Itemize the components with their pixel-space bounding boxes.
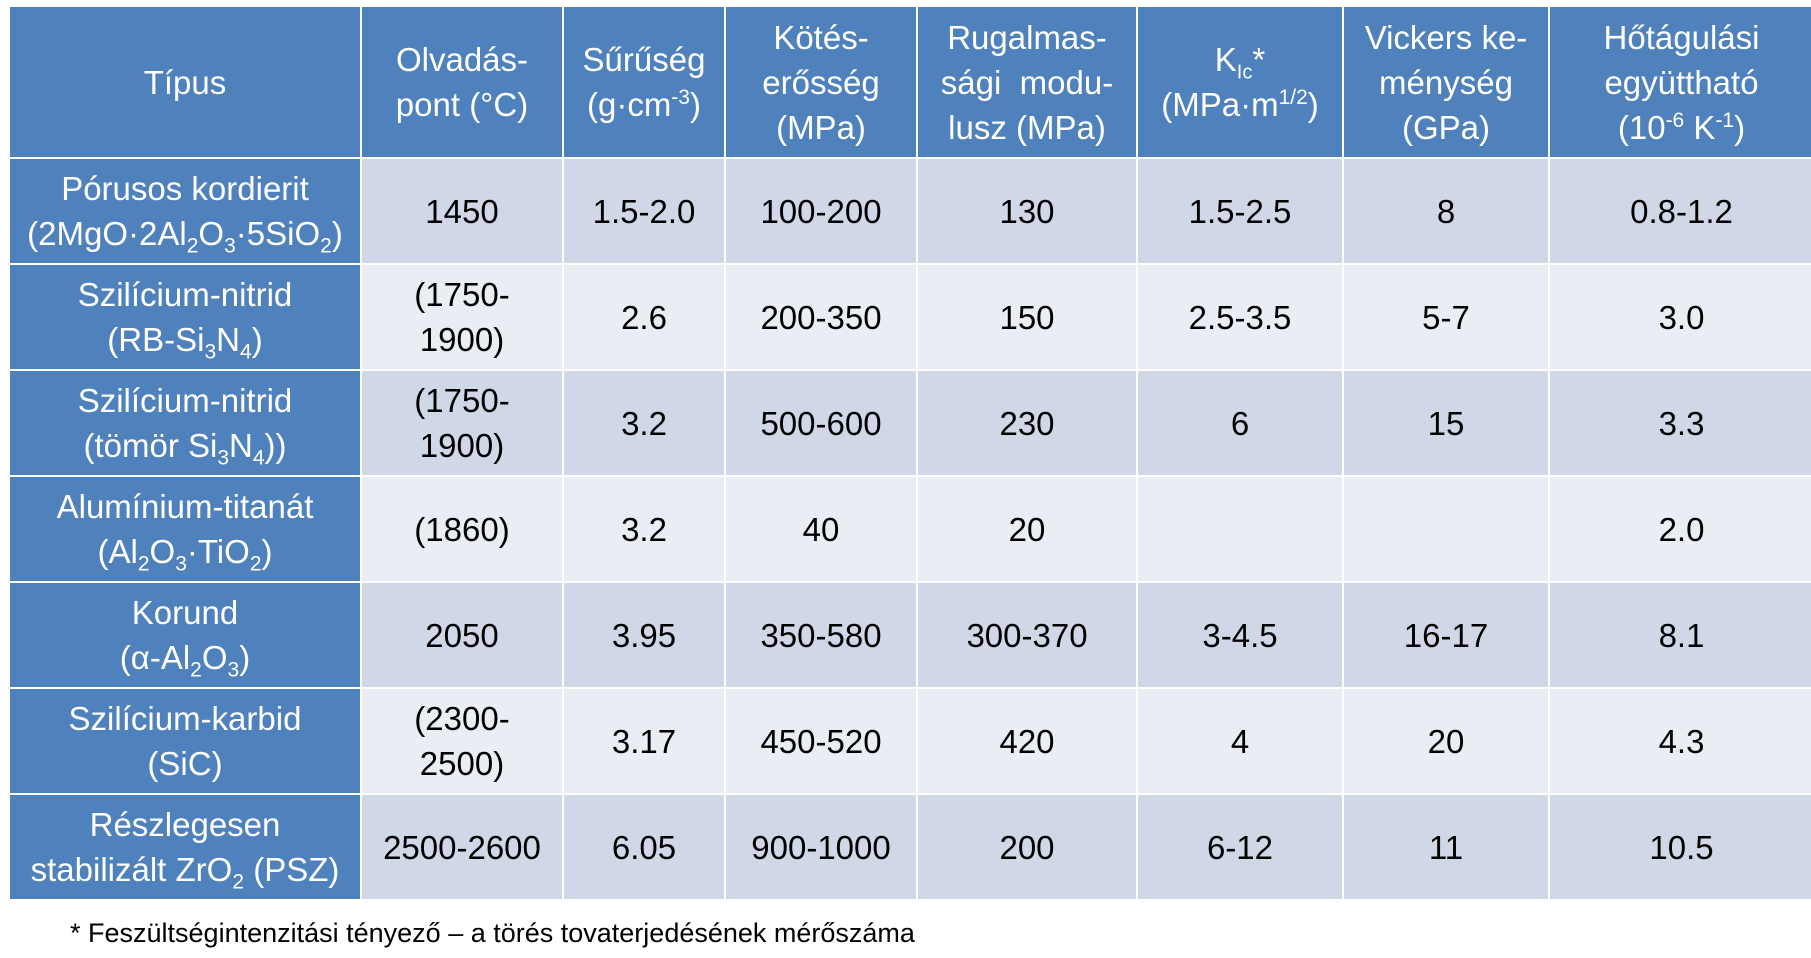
row-type-cell: Szilícium-karbid (SiC) [10, 689, 360, 793]
elastic-modulus-cell: 150 [918, 265, 1136, 369]
row-type-cell: Részlegesen stabilizált ZrO2 (PSZ) [10, 795, 360, 899]
bond-strength-cell: 40 [726, 477, 916, 581]
header-elastic-modulus: Rugalmas- sági modu- lusz (MPa) [918, 7, 1136, 157]
vickers-hardness-cell [1344, 477, 1548, 581]
vickers-hardness-cell: 5-7 [1344, 265, 1548, 369]
row-type-cell: Szilícium-nitrid (RB-Si3N4) [10, 265, 360, 369]
bond-strength-cell: 900-1000 [726, 795, 916, 899]
thermal-expansion-cell: 4.3 [1550, 689, 1811, 793]
bond-strength-cell: 100-200 [726, 159, 916, 263]
bond-strength-cell: 450-520 [726, 689, 916, 793]
melting-point-cell: (2300- 2500) [362, 689, 562, 793]
density-cell: 6.05 [564, 795, 724, 899]
table-row: Szilícium-karbid (SiC) (2300- 2500) 3.17… [10, 689, 1811, 793]
melting-point-cell: 1450 [362, 159, 562, 263]
table-row: Részlegesen stabilizált ZrO2 (PSZ) 2500-… [10, 795, 1811, 899]
density-cell: 3.17 [564, 689, 724, 793]
thermal-expansion-cell: 10.5 [1550, 795, 1811, 899]
elastic-modulus-cell: 300-370 [918, 583, 1136, 687]
table-row: Szilícium-nitrid (RB-Si3N4) (1750- 1900)… [10, 265, 1811, 369]
density-cell: 3.2 [564, 371, 724, 475]
vickers-hardness-cell: 8 [1344, 159, 1548, 263]
header-fracture-toughness: KIc* (MPa·m1/2) [1138, 7, 1342, 157]
thermal-expansion-cell: 0.8-1.2 [1550, 159, 1811, 263]
melting-point-cell: 2500-2600 [362, 795, 562, 899]
fracture-toughness-cell [1138, 477, 1342, 581]
melting-point-cell: 2050 [362, 583, 562, 687]
thermal-expansion-cell: 8.1 [1550, 583, 1811, 687]
table-row: Alumínium-titanát (Al2O3·TiO2) (1860) 3.… [10, 477, 1811, 581]
elastic-modulus-cell: 420 [918, 689, 1136, 793]
thermal-expansion-cell: 3.0 [1550, 265, 1811, 369]
bond-strength-cell: 200-350 [726, 265, 916, 369]
elastic-modulus-cell: 230 [918, 371, 1136, 475]
header-thermal-expansion: Hőtágulási együttható (10-6 K-1) [1550, 7, 1811, 157]
fracture-toughness-cell: 3-4.5 [1138, 583, 1342, 687]
elastic-modulus-cell: 200 [918, 795, 1136, 899]
elastic-modulus-cell: 130 [918, 159, 1136, 263]
bond-strength-cell: 500-600 [726, 371, 916, 475]
header-bond-strength: Kötés- erősség (MPa) [726, 7, 916, 157]
header-density: Sűrűség (g·cm-3) [564, 7, 724, 157]
thermal-expansion-cell: 3.3 [1550, 371, 1811, 475]
fracture-toughness-cell: 1.5-2.5 [1138, 159, 1342, 263]
vickers-hardness-cell: 16-17 [1344, 583, 1548, 687]
table-row: Korund (α-Al2O3) 2050 3.95 350-580 300-3… [10, 583, 1811, 687]
fracture-toughness-cell: 6-12 [1138, 795, 1342, 899]
fracture-toughness-cell: 6 [1138, 371, 1342, 475]
fracture-toughness-cell: 4 [1138, 689, 1342, 793]
vickers-hardness-cell: 11 [1344, 795, 1548, 899]
melting-point-cell: (1750- 1900) [362, 371, 562, 475]
table-row: Szilícium-nitrid (tömör Si3N4)) (1750- 1… [10, 371, 1811, 475]
row-type-cell: Alumínium-titanát (Al2O3·TiO2) [10, 477, 360, 581]
elastic-modulus-cell: 20 [918, 477, 1136, 581]
footnote: * Feszültségintenzitási tényező – a töré… [70, 918, 915, 948]
density-cell: 3.2 [564, 477, 724, 581]
fracture-toughness-cell: 2.5-3.5 [1138, 265, 1342, 369]
header-melting-point: Olvadás- pont (°C) [362, 7, 562, 157]
melting-point-cell: (1750- 1900) [362, 265, 562, 369]
header-type: Típus [10, 7, 360, 157]
row-type-cell: Pórusos kordierit (2MgO·2Al2O3·5SiO2) [10, 159, 360, 263]
bond-strength-cell: 350-580 [726, 583, 916, 687]
header-row: Típus Olvadás- pont (°C) Sűrűség (g·cm-3… [10, 7, 1811, 157]
row-type-cell: Szilícium-nitrid (tömör Si3N4)) [10, 371, 360, 475]
thermal-expansion-cell: 2.0 [1550, 477, 1811, 581]
row-type-cell: Korund (α-Al2O3) [10, 583, 360, 687]
density-cell: 1.5-2.0 [564, 159, 724, 263]
header-vickers-hardness: Vickers ke- ménység (GPa) [1344, 7, 1548, 157]
density-cell: 2.6 [564, 265, 724, 369]
vickers-hardness-cell: 20 [1344, 689, 1548, 793]
ceramics-properties-table: Típus Olvadás- pont (°C) Sűrűség (g·cm-3… [8, 5, 1811, 901]
melting-point-cell: (1860) [362, 477, 562, 581]
vickers-hardness-cell: 15 [1344, 371, 1548, 475]
table-row: Pórusos kordierit (2MgO·2Al2O3·5SiO2) 14… [10, 159, 1811, 263]
density-cell: 3.95 [564, 583, 724, 687]
